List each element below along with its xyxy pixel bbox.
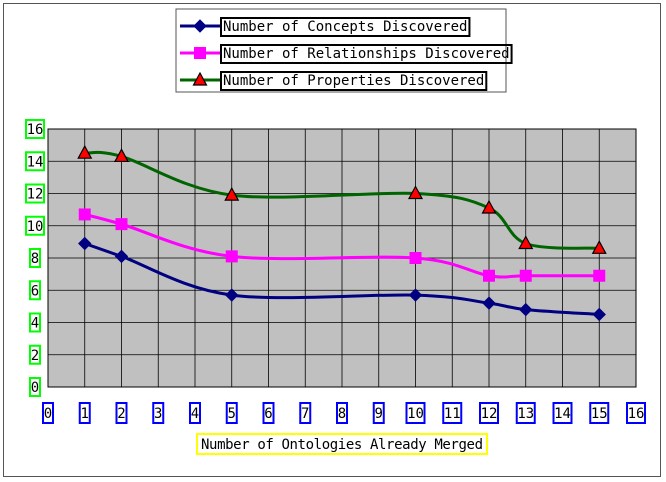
x-tick: 13: [515, 402, 536, 424]
legend-label: Number of Properties Discovered: [223, 73, 484, 89]
legend-label: Number of Concepts Discovered: [223, 19, 467, 35]
data-point-square: [115, 218, 128, 231]
data-point-triangle: [113, 148, 130, 163]
x-tick-label: 1: [81, 406, 89, 422]
x-tick-label: 15: [591, 406, 608, 422]
x-tick-label: 9: [375, 406, 383, 422]
x-tick-label: 3: [154, 406, 162, 422]
x-tick-label: 12: [481, 406, 498, 422]
data-point-triangle: [407, 185, 424, 200]
data-point-square: [78, 208, 91, 221]
data-point-square: [483, 269, 495, 282]
legend: Number of Concepts Discovered Number of R…: [175, 8, 513, 93]
x-tick-label: 7: [301, 406, 309, 422]
legend-marker-triangle: [192, 71, 208, 86]
data-point-square: [225, 250, 238, 263]
y-tick-labels: 0 2 4 6 8 10 12 14 16: [25, 119, 45, 397]
x-tick-label: 13: [517, 406, 534, 422]
data-point-square: [409, 252, 422, 264]
x-tick-label: 4: [191, 406, 199, 422]
x-tick: 0: [42, 402, 54, 424]
x-tick: 2: [115, 402, 128, 424]
data-point-square: [593, 269, 606, 282]
gridlines: [48, 129, 636, 387]
legend-item: Number of Relationships Discovered: [180, 44, 513, 64]
x-tick: 6: [262, 402, 275, 424]
series-markers: [77, 144, 607, 322]
y-tick: 4: [29, 312, 41, 333]
y-tick: 16: [25, 119, 45, 139]
data-point-diamond: [519, 302, 533, 317]
data-point-diamond: [78, 236, 92, 251]
data-point-square: [519, 269, 532, 282]
x-tick: 8: [336, 402, 348, 424]
x-tick: 1: [78, 402, 91, 424]
legend-item: Number of Properties Discovered: [180, 71, 488, 91]
y-tick-label: 6: [31, 283, 39, 299]
legend-label: Number of Relationships Discovered: [223, 46, 510, 62]
y-tick-label: 2: [31, 348, 39, 364]
x-tick-label: 8: [338, 406, 346, 422]
legend-marker-square: [194, 47, 206, 59]
y-tick-label: 10: [27, 219, 44, 235]
x-tick: 11: [442, 402, 463, 424]
y-tick: 6: [29, 280, 41, 301]
legend-marker-diamond: [193, 19, 207, 33]
data-point-triangle: [77, 144, 93, 159]
y-tick: 14: [25, 151, 45, 172]
x-tick-label: 5: [228, 406, 236, 422]
y-tick: 10: [25, 215, 45, 236]
x-tick-label: 16: [628, 406, 645, 422]
y-tick-label: 12: [27, 187, 44, 203]
legend-box: [175, 8, 507, 93]
x-tick: 9: [372, 402, 385, 424]
x-tick: 3: [152, 402, 165, 424]
data-point-triangle: [591, 240, 607, 254]
x-tick: 14: [552, 402, 573, 424]
y-tick-label: 4: [31, 316, 39, 332]
x-axis-label: Number of Ontologies Already Merged: [201, 437, 483, 453]
x-tick: 15: [589, 402, 610, 424]
data-point-diamond: [592, 307, 606, 322]
data-point-triangle: [481, 199, 497, 214]
x-tick: 5: [225, 402, 238, 424]
data-point-diamond: [482, 296, 496, 310]
y-tick: 8: [29, 248, 41, 268]
x-axis-title: Number of Ontologies Already Merged: [196, 433, 488, 455]
x-tick-label: 11: [444, 406, 461, 422]
data-point-diamond: [408, 288, 423, 302]
x-tick-labels: 0 1 2 3 4 5 6 7 8 9 10 11 12 13 14 15 16: [42, 402, 646, 424]
y-tick-label: 8: [31, 251, 39, 267]
x-tick: 12: [479, 402, 499, 424]
x-tick: 4: [189, 402, 201, 424]
legend-item: Number of Concepts Discovered: [180, 17, 471, 37]
x-tick-label: 0: [44, 406, 52, 422]
y-tick-label: 14: [27, 154, 44, 170]
data-point-diamond: [114, 249, 129, 264]
x-tick: 16: [626, 402, 646, 424]
x-tick-label: 14: [554, 406, 571, 422]
y-tick: 2: [29, 344, 41, 365]
data-point-diamond: [225, 288, 239, 302]
x-tick-label: 6: [264, 406, 272, 422]
y-tick-label: 16: [27, 122, 44, 138]
data-point-triangle: [224, 186, 240, 201]
y-tick: 0: [29, 377, 41, 397]
x-tick: 10: [405, 402, 426, 424]
y-tick: 12: [25, 183, 45, 204]
x-tick-label: 2: [117, 406, 125, 422]
x-tick-label: 10: [407, 406, 424, 422]
data-point-triangle: [518, 235, 534, 250]
x-tick: 7: [299, 402, 312, 424]
y-tick-label: 0: [31, 380, 39, 396]
